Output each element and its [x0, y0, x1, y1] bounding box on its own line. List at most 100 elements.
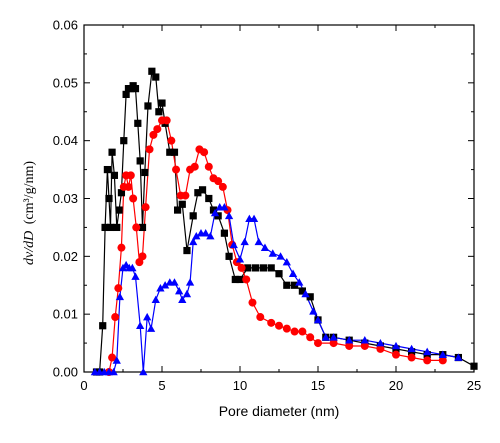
series-1-point: [209, 206, 218, 214]
series-1-point: [259, 264, 267, 272]
series-1-point: [110, 171, 119, 179]
series-3-point: [146, 324, 156, 332]
series-2-point: [153, 125, 162, 134]
series-1-point: [134, 119, 142, 127]
series-1-point: [267, 264, 275, 272]
series-3-point: [189, 237, 198, 246]
series-2-point: [129, 194, 138, 203]
series-2-point: [111, 313, 120, 322]
series-3-point: [170, 278, 179, 286]
series-1-point: [198, 186, 207, 194]
y-tick-label: 0.06: [53, 18, 78, 33]
series-1-point: [158, 99, 166, 107]
series-3-point: [407, 344, 416, 353]
y-tick-label: 0.02: [53, 249, 78, 264]
series-3-point: [112, 356, 121, 364]
series-3-point: [268, 249, 277, 257]
series-3-point: [240, 237, 249, 246]
series-2-line: [108, 119, 443, 373]
y-axis-title-unit: (cm³/g/nm): [22, 161, 37, 225]
y-tick-label: 0.04: [53, 133, 78, 148]
series-3-point: [136, 321, 145, 330]
series-3-point: [321, 333, 330, 341]
series-2-point: [438, 356, 447, 365]
series-3-point: [260, 243, 270, 251]
series-1-point: [194, 189, 202, 197]
series-1-point: [231, 275, 239, 284]
series-2-point: [117, 243, 126, 252]
series-3-point: [175, 286, 184, 295]
series-3-point: [131, 272, 140, 280]
series-2-point: [162, 116, 171, 125]
series-2-point: [126, 171, 135, 180]
series-3-point: [206, 231, 215, 240]
series-3-point: [229, 240, 238, 249]
series-2-point: [138, 252, 147, 261]
series-1-point: [99, 322, 107, 330]
series-2-point: [167, 136, 176, 145]
series-1-point: [283, 281, 291, 289]
series-3-point: [295, 278, 304, 286]
series-3-point: [235, 255, 245, 263]
series-1-point: [106, 223, 115, 232]
series-3-point: [282, 257, 291, 266]
plot-border: [83, 24, 475, 373]
series-2-point: [242, 275, 251, 284]
series-2-point: [314, 339, 322, 348]
series-1-point: [138, 223, 147, 232]
series-1-point: [470, 362, 478, 370]
series-2-point: [282, 324, 291, 333]
x-tick-label: 20: [389, 378, 403, 393]
series-2-point: [108, 353, 117, 362]
series-3-point: [276, 252, 285, 260]
series-2-point: [360, 341, 369, 350]
series-3-point: [115, 292, 125, 301]
series-3-point: [224, 211, 234, 220]
series-3-point: [192, 231, 201, 240]
x-tick-label: 5: [158, 378, 165, 393]
series-2-point: [141, 203, 150, 212]
series-1-point: [113, 223, 121, 232]
series-2-point: [376, 344, 385, 353]
series-1-point: [236, 275, 244, 284]
series-3-point: [288, 269, 298, 277]
y-tick-label: 0.01: [53, 307, 78, 322]
series-2-point: [149, 130, 158, 139]
series-3-point: [143, 312, 152, 321]
series-3-point: [309, 307, 318, 315]
series-2-point: [298, 327, 307, 336]
series-2-point: [218, 182, 227, 191]
series-1-point: [220, 229, 228, 237]
series-1-point: [101, 223, 109, 232]
series-2-point: [329, 339, 338, 348]
y-axis-title: dv/dD (cm³/g/nm): [22, 161, 37, 265]
series-1-point: [155, 108, 163, 116]
series-1-point: [166, 148, 174, 156]
series-3-point: [438, 350, 447, 358]
axis-ticks: 0 5 10 15 20 25 0.00 0.01 0.02 0.03 0.04 0.05 0.06: [53, 18, 482, 394]
series-3-point: [185, 278, 195, 286]
series-3-point: [128, 263, 137, 272]
series-2-point: [392, 350, 400, 359]
series-1-point: [178, 200, 186, 208]
series-3-point: [249, 214, 259, 223]
series-1-point: [115, 206, 123, 214]
series-1-point: [252, 264, 260, 272]
series-2-point: [423, 356, 432, 365]
series-1-point: [205, 194, 213, 203]
series-2-point: [248, 298, 257, 307]
series-3-point: [210, 208, 220, 217]
x-tick-label: 25: [467, 378, 481, 393]
series-1-point: [131, 85, 140, 93]
y-tick-label: 0.00: [53, 365, 78, 380]
series-markers: [90, 67, 478, 376]
series-3-point: [360, 336, 369, 344]
series-1-point: [183, 246, 191, 255]
series-1-point: [108, 148, 116, 156]
series-3-point: [151, 295, 160, 304]
x-tick-label: 15: [311, 378, 325, 393]
series-3-point: [329, 333, 338, 341]
series-1-point: [189, 212, 197, 220]
series-3-point: [391, 341, 401, 350]
